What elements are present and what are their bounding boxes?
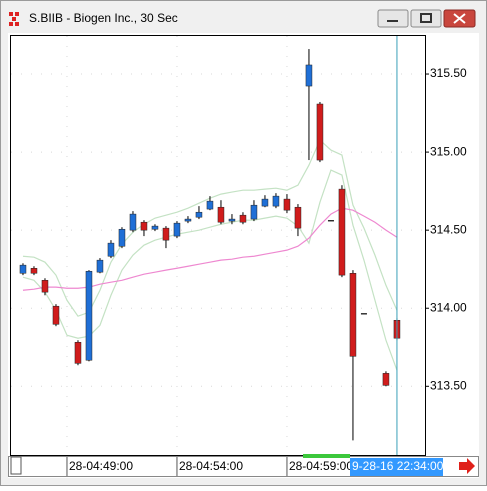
- candle-body: [316, 103, 324, 161]
- y-tick-label: 315.50: [430, 66, 467, 80]
- scroll-thumb[interactable]: [10, 456, 22, 475]
- candle-body: [250, 204, 258, 220]
- candle-body: [228, 218, 236, 222]
- y-tick-label: 314.50: [430, 222, 467, 236]
- candle-body: [349, 273, 357, 357]
- indicator-line: [22, 207, 398, 291]
- cursor-label-box: [350, 458, 443, 476]
- y-tick-label: 314.00: [430, 300, 467, 314]
- candle-body: [162, 227, 170, 241]
- close-button[interactable]: [443, 9, 476, 28]
- candle-body: [261, 198, 269, 207]
- candle-body: [184, 218, 192, 222]
- scroll-right-arrow[interactable]: [459, 458, 475, 474]
- y-tick-label: 313.50: [430, 378, 467, 392]
- candle-body: [107, 242, 115, 257]
- candle-body: [206, 200, 214, 210]
- candle-body: [217, 206, 225, 223]
- candle-body: [272, 195, 280, 207]
- candle-body: [195, 211, 203, 218]
- candle-body: [129, 213, 137, 231]
- cursor-label: 9-28-16 22:34:00: [352, 459, 444, 473]
- maximize-button[interactable]: [410, 9, 442, 28]
- candle-body: [52, 305, 60, 325]
- candle-body: [151, 225, 159, 230]
- x-tick-label: 28-04:54:00: [179, 459, 243, 473]
- minimize-button[interactable]: [377, 9, 409, 28]
- candle-body: [283, 198, 291, 211]
- y-tick-label: 315.00: [430, 144, 467, 158]
- candle-body: [360, 313, 367, 315]
- candle-body: [30, 268, 38, 274]
- window-title: S.BIIB - Biogen Inc., 30 Sec: [29, 11, 178, 25]
- app-icon: [9, 12, 19, 26]
- candle-body: [327, 220, 334, 222]
- indicator-line: [22, 169, 398, 371]
- candle-body: [19, 264, 27, 274]
- candle-body: [140, 221, 148, 231]
- candle-body: [305, 64, 313, 87]
- candle-body: [74, 342, 82, 364]
- candle-body: [41, 280, 49, 293]
- plot-frame: [10, 35, 426, 456]
- candle-body: [173, 222, 181, 237]
- candle-body: [294, 206, 302, 229]
- x-tick-label: 28-04:59:00: [289, 459, 353, 473]
- candle-body: [118, 228, 126, 247]
- candle-body: [96, 259, 104, 273]
- candle-body: [338, 188, 346, 276]
- candle-body: [239, 214, 247, 223]
- x-tick-label: 28-04:49:00: [69, 459, 133, 473]
- candle-body: [85, 270, 93, 361]
- session-bar: [303, 454, 350, 458]
- candle-body: [382, 373, 390, 386]
